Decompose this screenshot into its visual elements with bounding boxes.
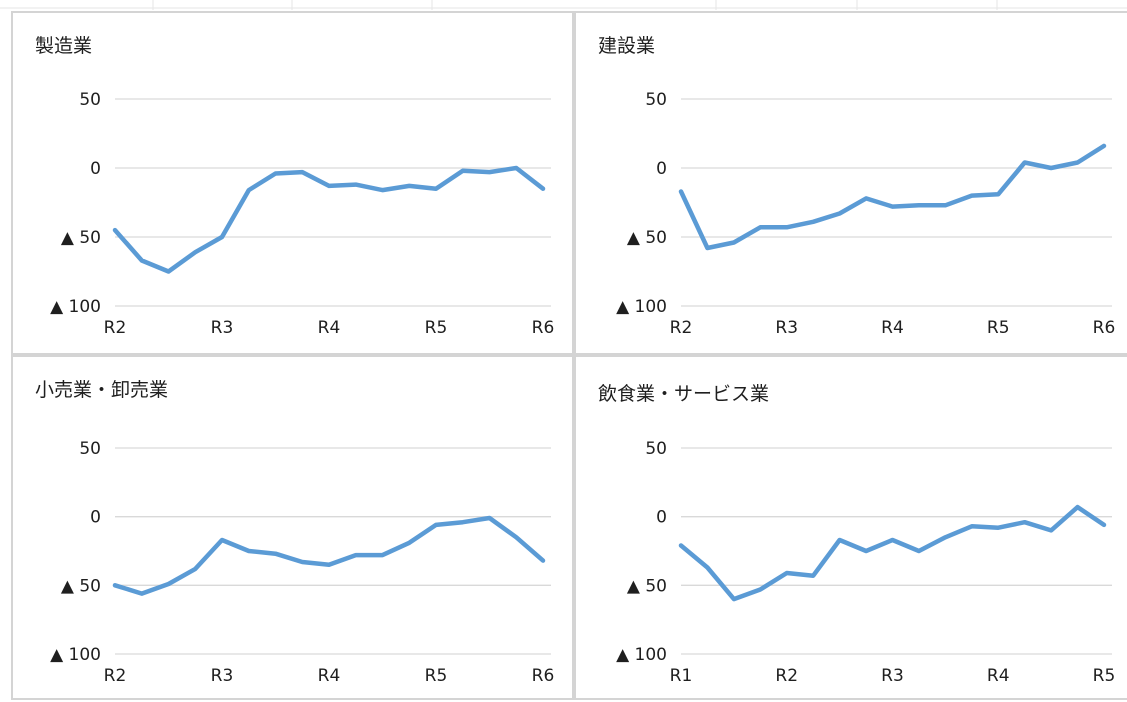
x-tick-label: R3: [775, 318, 798, 338]
y-tick-label: 50: [645, 439, 667, 459]
x-tick-label: R2: [775, 666, 798, 686]
x-tick-label: R2: [104, 318, 127, 338]
chart-title: 飲食業・サービス業: [598, 383, 770, 405]
y-tick-label: ▲ 50: [627, 576, 667, 596]
chart-title: 建設業: [598, 35, 656, 57]
series-line: [112, 165, 546, 274]
series-line: [678, 504, 1107, 602]
chart-title: 製造業: [35, 35, 93, 57]
x-tick-label: R4: [318, 666, 341, 686]
y-tick-label: ▲ 100: [616, 645, 667, 665]
x-tick-label: R2: [670, 318, 693, 338]
y-tick-label: ▲ 50: [61, 576, 101, 596]
x-tick-label: R3: [211, 318, 234, 338]
y-tick-label: 50: [645, 90, 667, 110]
x-tick-label: R5: [1093, 666, 1116, 686]
y-tick-label: 0: [656, 508, 667, 528]
chart-panel-food-service: 飲食業・サービス業 50 0 ▲ 50 ▲ 100 R1 R2 R3 R4 R5: [574, 355, 1127, 700]
y-tick-label: ▲ 50: [61, 228, 101, 248]
x-tick-label: R4: [987, 666, 1010, 686]
x-tick-label: R4: [881, 318, 904, 338]
y-tick-label: 50: [79, 439, 101, 459]
chart-panel-manufacturing: 製造業 50 0 ▲ 50 ▲ 100 R2 R3 R4 R5 R6: [11, 11, 574, 355]
x-tick-label: R3: [881, 666, 904, 686]
x-tick-label: R6: [532, 318, 555, 338]
chart-panel-construction: 建設業 50 0 ▲ 50 ▲ 100 R2 R3 R4 R5 R6: [574, 11, 1127, 355]
y-tick-label: ▲ 100: [616, 297, 667, 317]
x-tick-label: R5: [425, 666, 448, 686]
x-tick-label: R3: [211, 666, 234, 686]
x-tick-label: R1: [670, 666, 693, 686]
y-tick-label: ▲ 100: [50, 645, 101, 665]
y-tick-label: 0: [656, 159, 667, 179]
series-line: [112, 515, 546, 596]
x-tick-label: R5: [425, 318, 448, 338]
y-tick-label: ▲ 50: [627, 228, 667, 248]
chart-title: 小売業・卸売業: [35, 379, 169, 401]
y-tick-label: ▲ 100: [50, 297, 101, 317]
series-line: [678, 143, 1107, 251]
x-tick-label: R5: [987, 318, 1010, 338]
chart-panel-retail-wholesale: 小売業・卸売業 50 0 ▲ 50 ▲ 100 R2 R3 R4 R5 R6: [11, 355, 574, 700]
x-tick-label: R6: [1093, 318, 1116, 338]
y-tick-label: 0: [90, 508, 101, 528]
x-tick-label: R2: [104, 666, 127, 686]
x-tick-label: R6: [532, 666, 555, 686]
y-tick-label: 50: [79, 90, 101, 110]
y-tick-label: 0: [90, 159, 101, 179]
x-tick-label: R4: [318, 318, 341, 338]
